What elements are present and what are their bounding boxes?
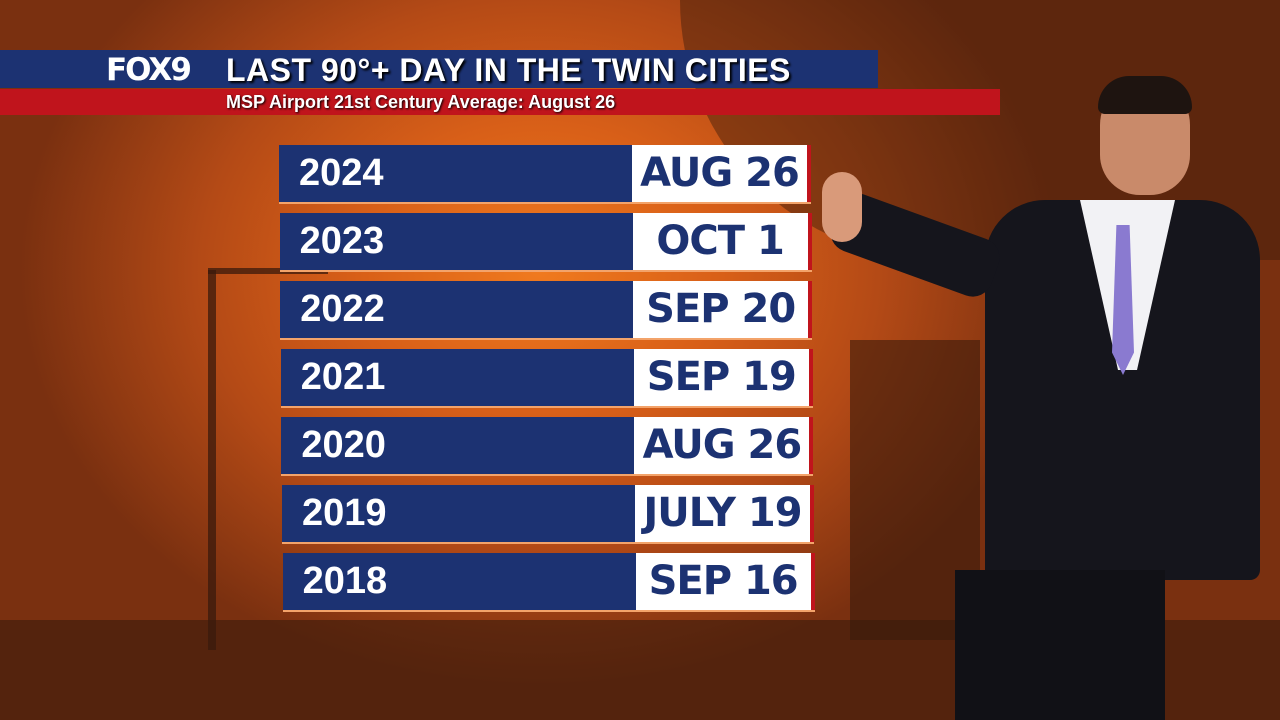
subtitle-bar	[0, 89, 1000, 115]
last-90-date: JULY 19	[635, 485, 810, 542]
year-row: 2020 AUG 26	[281, 417, 814, 476]
fox9-logo: FOX9	[106, 52, 192, 88]
row-edge	[810, 485, 814, 542]
last-90-date: AUG 26	[632, 145, 807, 202]
last-90-date: SEP 16	[635, 553, 811, 610]
last-90-date: SEP 20	[633, 281, 809, 338]
last-90-date: OCT 1	[632, 213, 808, 270]
last-90-date: SEP 19	[633, 349, 809, 406]
lamp-post	[208, 270, 216, 650]
row-edge	[809, 417, 814, 474]
year-row: 2018 SEP 16	[282, 553, 815, 612]
year-row: 2024 AUG 26	[279, 145, 811, 204]
row-edge	[807, 145, 811, 202]
graphic-subtitle: MSP Airport 21st Century Average: August…	[226, 92, 616, 112]
year-row: 2023 OCT 1	[279, 213, 812, 272]
year-label: 2023	[279, 213, 633, 270]
year-label: 2024	[279, 145, 632, 202]
year-row: 2021 SEP 19	[280, 349, 813, 408]
year-label: 2019	[282, 485, 635, 542]
last-90-date: AUG 26	[634, 417, 810, 474]
row-edge	[808, 349, 813, 406]
graphic-title: LAST 90°+ DAY IN THE TWIN CITIES	[226, 52, 791, 88]
year-label: 2020	[281, 417, 635, 474]
year-row: 2022 SEP 20	[280, 281, 813, 340]
year-label: 2022	[280, 281, 634, 338]
row-edge	[810, 553, 815, 610]
title-bar	[0, 50, 878, 88]
row-edge	[807, 213, 812, 270]
year-label: 2018	[282, 553, 636, 610]
year-row: 2019 JULY 19	[282, 485, 814, 544]
lamp-arm	[208, 268, 328, 274]
year-label: 2021	[280, 349, 634, 406]
row-edge	[808, 281, 813, 338]
